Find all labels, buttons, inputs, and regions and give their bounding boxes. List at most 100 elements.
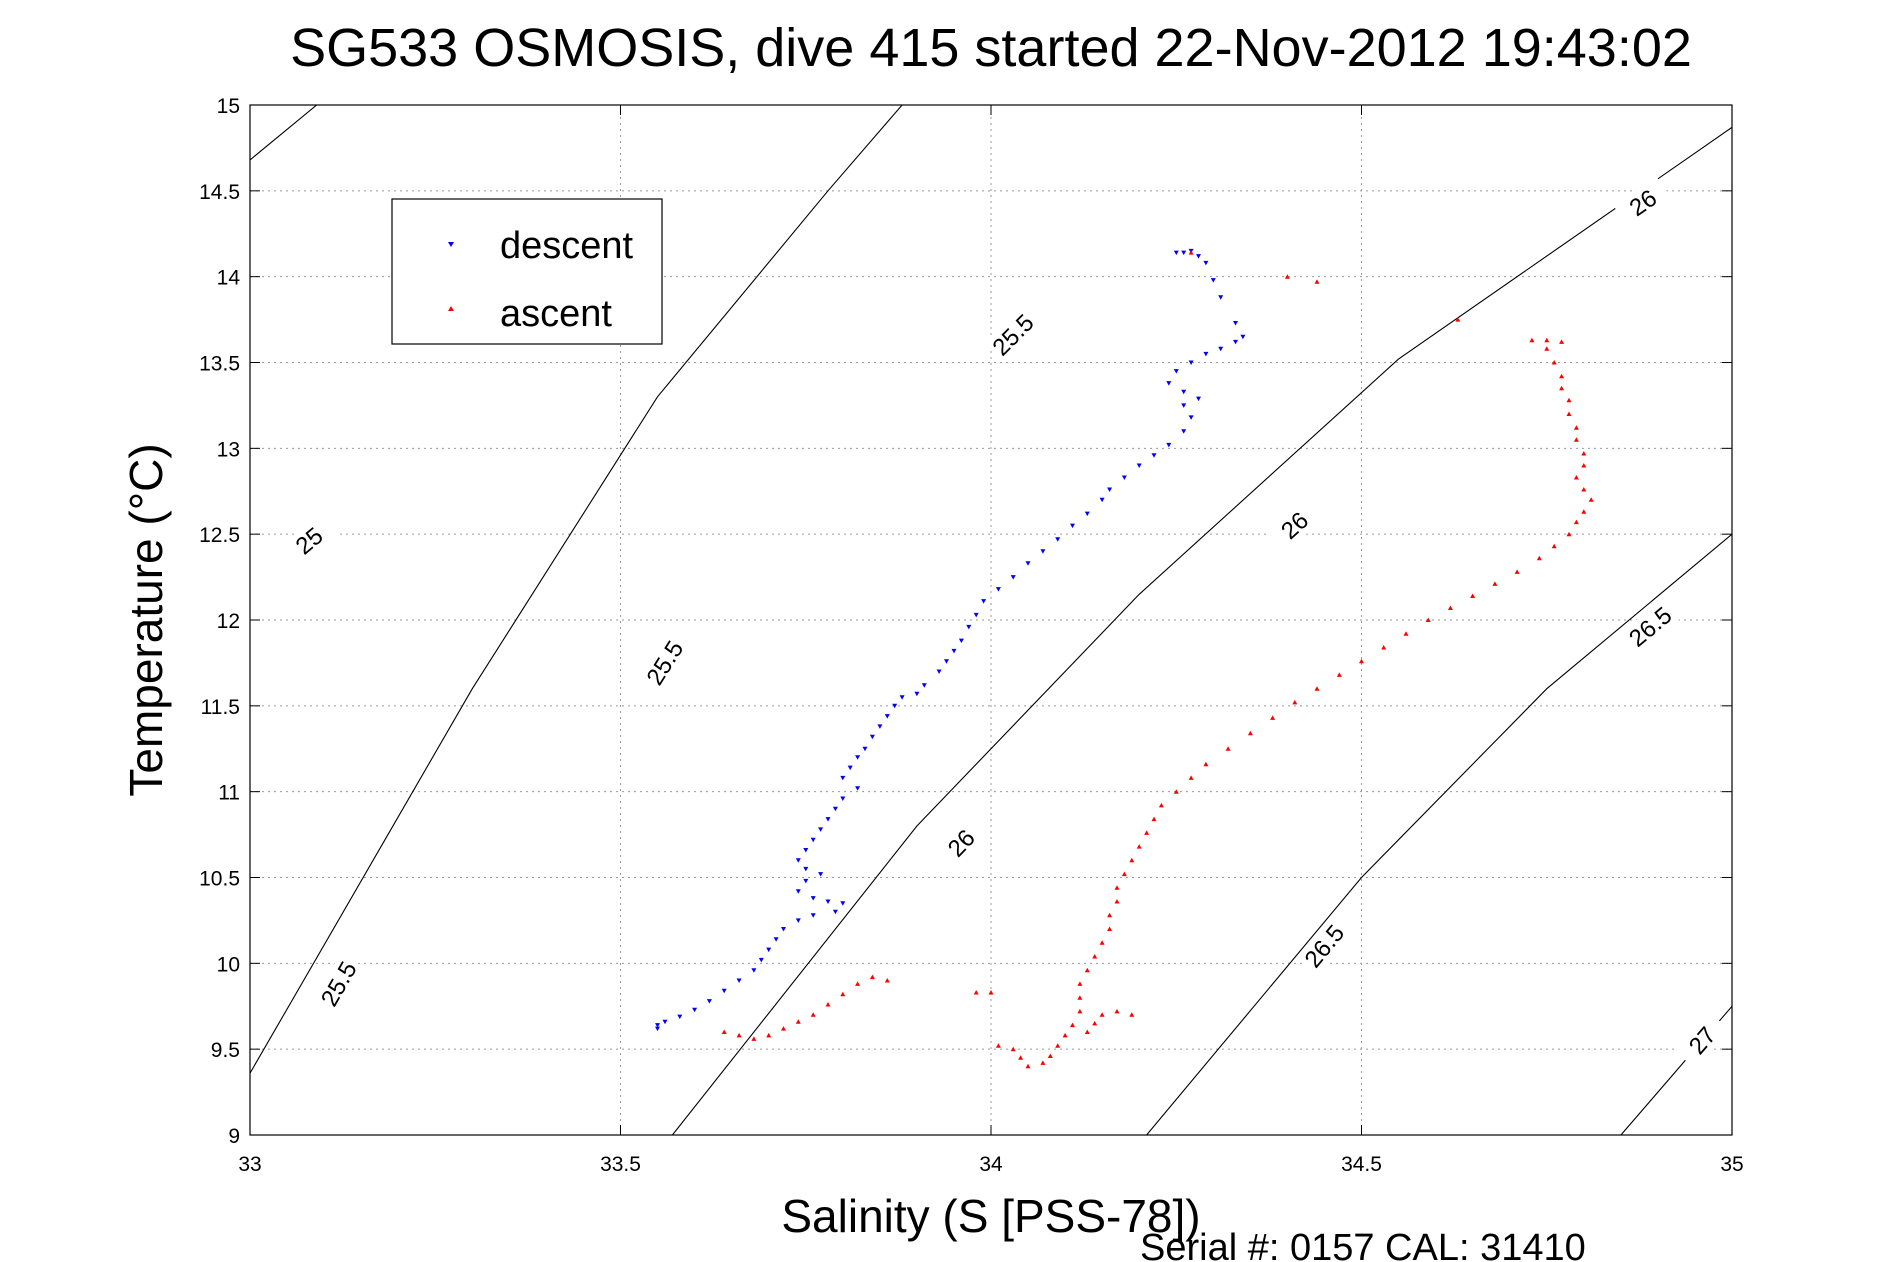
descent-point bbox=[951, 648, 957, 654]
descent-point bbox=[662, 1019, 668, 1025]
ascent-point bbox=[1573, 425, 1579, 430]
y-tick-label: 15 bbox=[217, 95, 240, 118]
ascent-point bbox=[810, 1012, 816, 1017]
contour-label-background bbox=[1621, 599, 1680, 655]
ascent-point bbox=[1551, 360, 1557, 365]
descent-point bbox=[1070, 523, 1075, 529]
descent-point bbox=[1025, 561, 1031, 566]
descent-point bbox=[973, 612, 979, 618]
x-tick-label: 34 bbox=[979, 1153, 1003, 1176]
ascent-point bbox=[1151, 816, 1157, 822]
descent-point bbox=[832, 806, 838, 812]
y-axis-label: Temperature (°C) bbox=[120, 443, 172, 796]
ascent-point bbox=[1158, 802, 1164, 808]
x-tick-label: 33.5 bbox=[600, 1153, 641, 1176]
ascent-point bbox=[1425, 617, 1431, 622]
descent-point bbox=[1240, 334, 1246, 340]
ascent-point bbox=[1573, 475, 1579, 480]
contour-label-background bbox=[1613, 176, 1673, 230]
contour-label-background bbox=[313, 954, 365, 1014]
ascent-point bbox=[1092, 954, 1098, 959]
descent-point bbox=[1203, 351, 1209, 357]
ascent-point bbox=[1173, 789, 1179, 794]
ascent-point bbox=[1381, 645, 1387, 650]
legend-marker-ascent bbox=[448, 306, 454, 311]
ascent-point bbox=[1129, 1012, 1135, 1017]
ascent-point bbox=[988, 990, 994, 995]
ascent-point bbox=[1566, 531, 1572, 537]
descent-point bbox=[655, 1026, 660, 1032]
ascent-point bbox=[1336, 672, 1342, 677]
y-tick-label: 13 bbox=[217, 438, 240, 461]
descent-point bbox=[1151, 453, 1157, 458]
descent-point bbox=[958, 638, 964, 644]
descent-point bbox=[892, 703, 898, 709]
ascent-point bbox=[1092, 1020, 1098, 1026]
y-tick-label: 9.5 bbox=[211, 1039, 240, 1062]
descent-point bbox=[1055, 537, 1061, 542]
contour-label-background bbox=[280, 513, 339, 569]
descent-point bbox=[1010, 575, 1016, 580]
ascent-point bbox=[1188, 250, 1194, 255]
contour-label-background bbox=[1297, 917, 1352, 976]
descent-point bbox=[1181, 429, 1187, 434]
descent-point bbox=[1218, 295, 1224, 300]
ascent-point bbox=[1292, 699, 1298, 705]
descent-point bbox=[966, 624, 972, 630]
descent-point bbox=[1166, 381, 1172, 386]
y-tick-label: 9 bbox=[228, 1125, 240, 1148]
ascent-point bbox=[781, 1026, 786, 1031]
descent-point bbox=[1188, 360, 1194, 365]
contour-label-background bbox=[933, 814, 990, 872]
ascent-point bbox=[736, 1032, 742, 1038]
ascent-point bbox=[1121, 871, 1127, 877]
legend-marker-descent bbox=[448, 242, 454, 247]
ascent-point bbox=[1284, 274, 1290, 279]
descent-point bbox=[803, 848, 809, 853]
ascent-point bbox=[1077, 995, 1083, 1000]
descent-point bbox=[692, 1007, 698, 1013]
ascent-point bbox=[1536, 555, 1542, 561]
ascent-point bbox=[1566, 411, 1572, 416]
ascent-point bbox=[1025, 1063, 1031, 1069]
ascent-point bbox=[1144, 830, 1150, 835]
y-tick-label: 10.5 bbox=[199, 868, 240, 891]
ascent-point bbox=[1084, 967, 1090, 973]
ascent-point bbox=[1581, 509, 1587, 514]
legend-box bbox=[391, 198, 663, 345]
ascent-point bbox=[869, 974, 875, 980]
chart-title: SG533 OSMOSIS, dive 415 started 22-Nov-2… bbox=[290, 18, 1692, 78]
ascent-point bbox=[1077, 1008, 1083, 1014]
ascent-point bbox=[1573, 437, 1579, 442]
ascent-point bbox=[1529, 337, 1535, 343]
descent-point bbox=[758, 957, 764, 963]
descent-point bbox=[1173, 250, 1179, 256]
descent-point bbox=[1196, 254, 1201, 259]
ascent-point bbox=[751, 1036, 757, 1041]
contour-label-background bbox=[984, 306, 1042, 364]
ascent-point bbox=[1581, 451, 1587, 456]
descent-point bbox=[1040, 549, 1046, 554]
x-tick-label: 33 bbox=[238, 1153, 261, 1176]
ascent-point bbox=[766, 1032, 772, 1038]
y-tick-label: 14 bbox=[217, 267, 241, 290]
x-tick-label: 34.5 bbox=[1341, 1153, 1382, 1176]
ascent-point bbox=[1544, 346, 1550, 351]
ascent-point bbox=[1084, 1029, 1090, 1034]
y-tick-label: 11 bbox=[218, 782, 240, 805]
legend-label-descent: descent bbox=[500, 225, 634, 267]
descent-point bbox=[840, 796, 846, 801]
ascent-point bbox=[1055, 1043, 1061, 1048]
descent-point bbox=[781, 927, 786, 932]
contour-label-background bbox=[1266, 497, 1324, 554]
descent-point bbox=[655, 1023, 660, 1028]
ascent-point bbox=[1107, 912, 1113, 918]
density-contour-26 bbox=[671, 126, 1732, 1135]
ascent-point bbox=[1188, 775, 1194, 780]
ascent-point bbox=[1114, 899, 1120, 904]
ascent-point bbox=[1566, 397, 1572, 403]
ascent-point bbox=[1136, 844, 1142, 849]
ascent-point bbox=[1559, 373, 1565, 379]
ascent-point bbox=[973, 990, 979, 995]
